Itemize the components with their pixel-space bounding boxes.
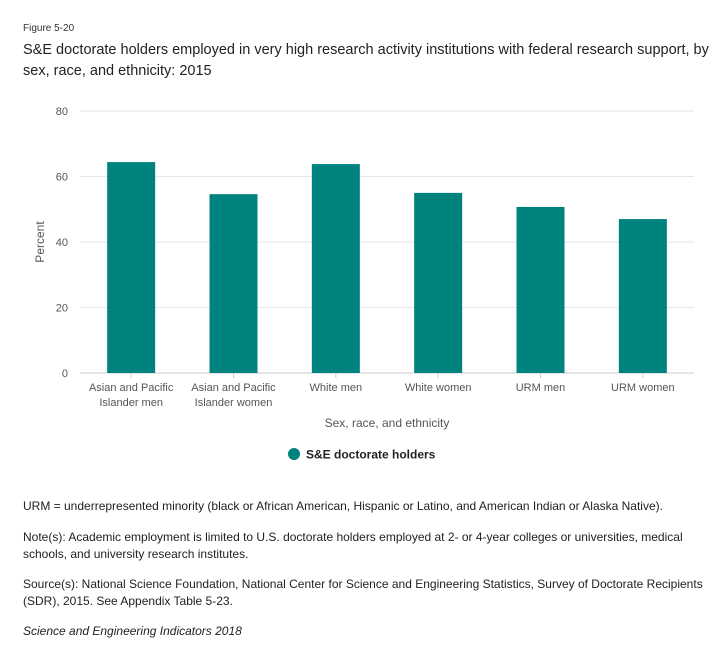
bar	[516, 206, 565, 373]
bar-chart: 0 20 40 60 80 Percent Asian and Pacific Islande…	[33, 106, 694, 462]
source-text: Source(s): National Science Foundation, …	[23, 577, 703, 608]
x-tick-label: Asian and Pacific	[89, 382, 174, 394]
bar	[209, 194, 258, 373]
x-axis-label: Sex, race, and ethnicity	[325, 416, 450, 430]
y-tick-label: 60	[56, 172, 68, 184]
legend-label: S&E doctorate holders	[306, 448, 436, 462]
legend-marker	[288, 448, 300, 460]
bar	[107, 162, 156, 373]
x-tick-label: Islander women	[195, 397, 273, 409]
y-tick-label: 20	[56, 303, 68, 315]
credit-line: Science and Engineering Indicators 2018	[23, 624, 242, 638]
y-tick-label: 0	[62, 368, 68, 380]
x-tick-label: White men	[310, 382, 363, 394]
x-tick-label: Asian and Pacific	[191, 382, 276, 394]
bar	[311, 164, 360, 373]
x-tick-label: White women	[405, 382, 472, 394]
bar	[414, 192, 463, 373]
x-tick-label: URM men	[516, 382, 566, 394]
y-tick-label: 80	[56, 106, 68, 118]
note-text: Note(s): Academic employment is limited …	[23, 530, 683, 561]
x-tick-label: Islander men	[99, 397, 163, 409]
figure-label: Figure 5-20	[23, 23, 75, 34]
chart-title: S&E doctorate holders employed in very h…	[23, 42, 709, 79]
x-tick-label: URM women	[611, 382, 675, 394]
y-axis-label: Percent	[33, 221, 47, 263]
urm-definition: URM = underrepresented minority (black o…	[23, 499, 663, 513]
bar	[618, 219, 667, 373]
y-tick-label: 40	[56, 237, 68, 249]
